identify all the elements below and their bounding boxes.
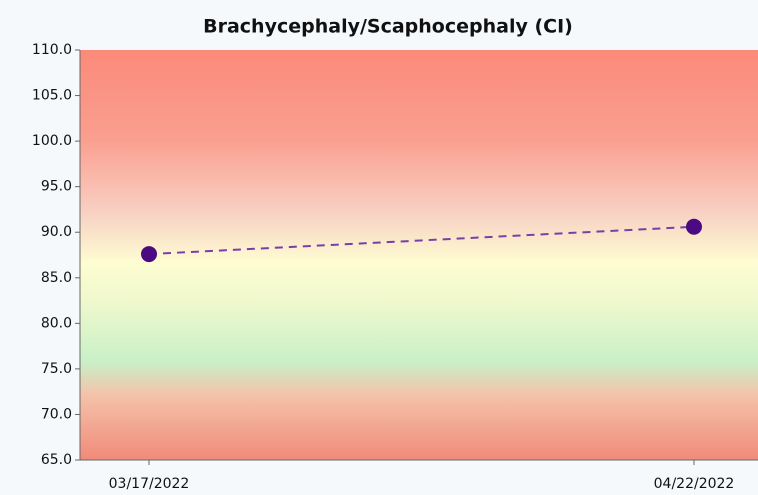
y-tick-label: 80.0 [41, 315, 72, 331]
y-tick-label: 105.0 [32, 88, 72, 104]
y-tick-label: 85.0 [41, 270, 72, 286]
chart-title: Brachycephaly/Scaphocephaly (CI) [203, 16, 573, 38]
data-point [141, 246, 157, 263]
x-tick-label: 03/17/2022 [109, 476, 190, 492]
y-tick-label: 75.0 [41, 361, 72, 377]
y-tick-label: 70.0 [41, 406, 72, 422]
y-tick-label: 65.0 [41, 452, 72, 468]
series-line [148, 225, 695, 256]
y-tick-label: 95.0 [41, 179, 72, 195]
y-tick-label: 110.0 [32, 42, 72, 58]
x-tick-label: 04/22/2022 [654, 476, 735, 492]
plot-background [80, 50, 758, 460]
y-tick-label: 90.0 [41, 224, 72, 240]
y-tick-label: 100.0 [32, 133, 72, 149]
data-point [686, 218, 702, 235]
